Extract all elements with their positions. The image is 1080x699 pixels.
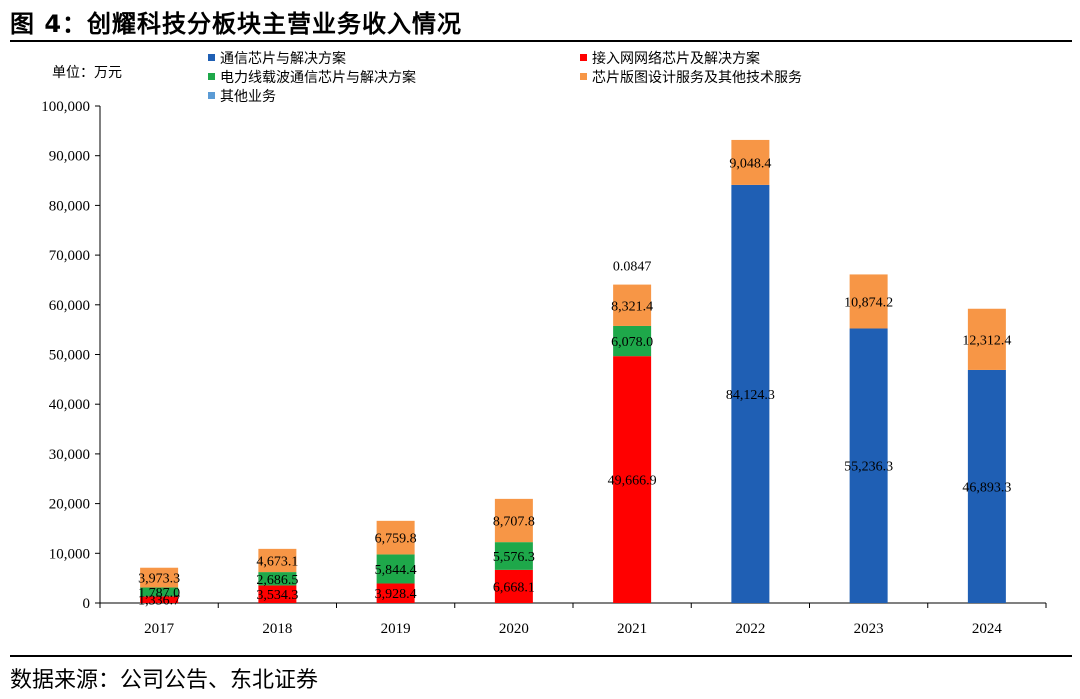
y-tick-label: 10,000 [49, 546, 90, 562]
legend-entry: 接入网网络芯片及解决方案 [592, 50, 760, 67]
legend-entry: 通信芯片与解决方案 [220, 50, 346, 67]
bar-segment [494, 569, 533, 603]
x-tick-label: 2017 [144, 621, 175, 637]
bar-segment [494, 542, 533, 570]
bar-segment [967, 369, 1006, 603]
bar-segment [613, 284, 652, 326]
data-label: 2,686.5 [256, 573, 298, 588]
bar-segment [613, 325, 652, 357]
source-rule [10, 655, 1072, 657]
data-label: 4,673.1 [256, 554, 298, 569]
data-label: 0.0847 [613, 260, 652, 275]
data-label: 1,787.0 [138, 586, 180, 601]
bar-segment [140, 596, 179, 603]
title-rule [10, 40, 1072, 42]
data-label: 49,666.9 [608, 474, 657, 489]
legend-swatch [208, 73, 215, 80]
bar-segment [258, 548, 297, 573]
legend-swatch [580, 54, 587, 61]
bar-segment [258, 585, 297, 603]
bar-segment [849, 274, 888, 329]
legend-entry: 芯片版图设计服务及其他技术服务 [592, 70, 802, 86]
bar-segment [613, 356, 652, 603]
data-label: 6,668.1 [493, 580, 535, 595]
legend-swatch [580, 73, 587, 80]
bar-segment [258, 572, 297, 586]
data-label: 10,874.2 [844, 295, 893, 310]
data-label: 84,124.3 [726, 388, 775, 403]
x-tick-label: 2018 [262, 621, 292, 637]
data-label: 9,048.4 [729, 156, 771, 171]
bar-segment [140, 587, 179, 597]
data-label: 6,078.0 [611, 335, 653, 350]
x-tick-label: 2024 [972, 621, 1003, 637]
data-label: 5,844.4 [375, 563, 417, 578]
bar-segment [376, 583, 415, 603]
x-tick-label: 2019 [381, 621, 411, 637]
y-tick-label: 60,000 [49, 298, 90, 314]
data-label: 8,321.4 [611, 299, 653, 314]
y-tick-label: 50,000 [49, 348, 90, 364]
y-tick-label: 80,000 [49, 198, 90, 214]
legend-entry: 电力线载波通信芯片与解决方案 [220, 69, 416, 86]
y-tick-label: 70,000 [49, 248, 90, 264]
data-label: 6,759.8 [375, 532, 417, 547]
bar-segment [494, 498, 533, 543]
data-label: 55,236.3 [844, 460, 893, 475]
bar-segment [849, 328, 888, 603]
y-tick-label: 40,000 [49, 397, 90, 413]
data-label: 12,312.4 [962, 333, 1011, 348]
y-tick-label: 0 [83, 596, 91, 612]
data-label: 3,534.3 [256, 588, 298, 603]
data-label: 8,707.8 [493, 515, 535, 530]
data-label: 1,336.7 [138, 594, 180, 609]
legend-entry: 其他业务 [220, 89, 276, 105]
data-labels: 1,336.71,787.03,973.3 3,534.32,686.5 4,673… [138, 156, 1011, 608]
bar-segment [731, 184, 770, 603]
y-tick-label: 20,000 [49, 497, 90, 513]
legend-swatch [208, 92, 215, 99]
x-tick-label: 2023 [854, 621, 884, 637]
x-tick-label: 2022 [735, 621, 765, 637]
bar-segment [731, 139, 770, 185]
source-note: 数据来源：公司公告、东北证券 [10, 668, 319, 693]
data-label: 5,576.3 [493, 550, 535, 565]
figure-title: 图 4：创耀科技分板块主营业务收入情况 [10, 10, 463, 38]
y-tick-label: 30,000 [49, 447, 90, 463]
bar-segment [376, 554, 415, 584]
bars [140, 139, 1006, 603]
x-tick-label: 2021 [617, 621, 647, 637]
legend-swatch [208, 54, 215, 61]
y-tick-label: 90,000 [49, 149, 90, 165]
data-label: 46,893.3 [962, 480, 1011, 495]
data-label: 3,973.3 [138, 572, 180, 587]
unit-label: 单位：万元 [52, 65, 122, 81]
bar-segment [376, 520, 415, 555]
bar-segment [140, 567, 179, 588]
data-label: 3,928.4 [375, 587, 417, 602]
y-tick-label: 100,000 [41, 99, 90, 115]
stacked-bar-chart: 单位：万元 通信芯片与解决方案 接入网网络芯片及解决方案电力线载波通信芯片与解决方… [41, 50, 1047, 637]
x-tick-label: 2020 [499, 621, 529, 637]
axes: 0 10,000 20,000 30,000 40,000 50,000 60,000 70,… [41, 99, 1047, 637]
bar-segment [967, 308, 1006, 370]
